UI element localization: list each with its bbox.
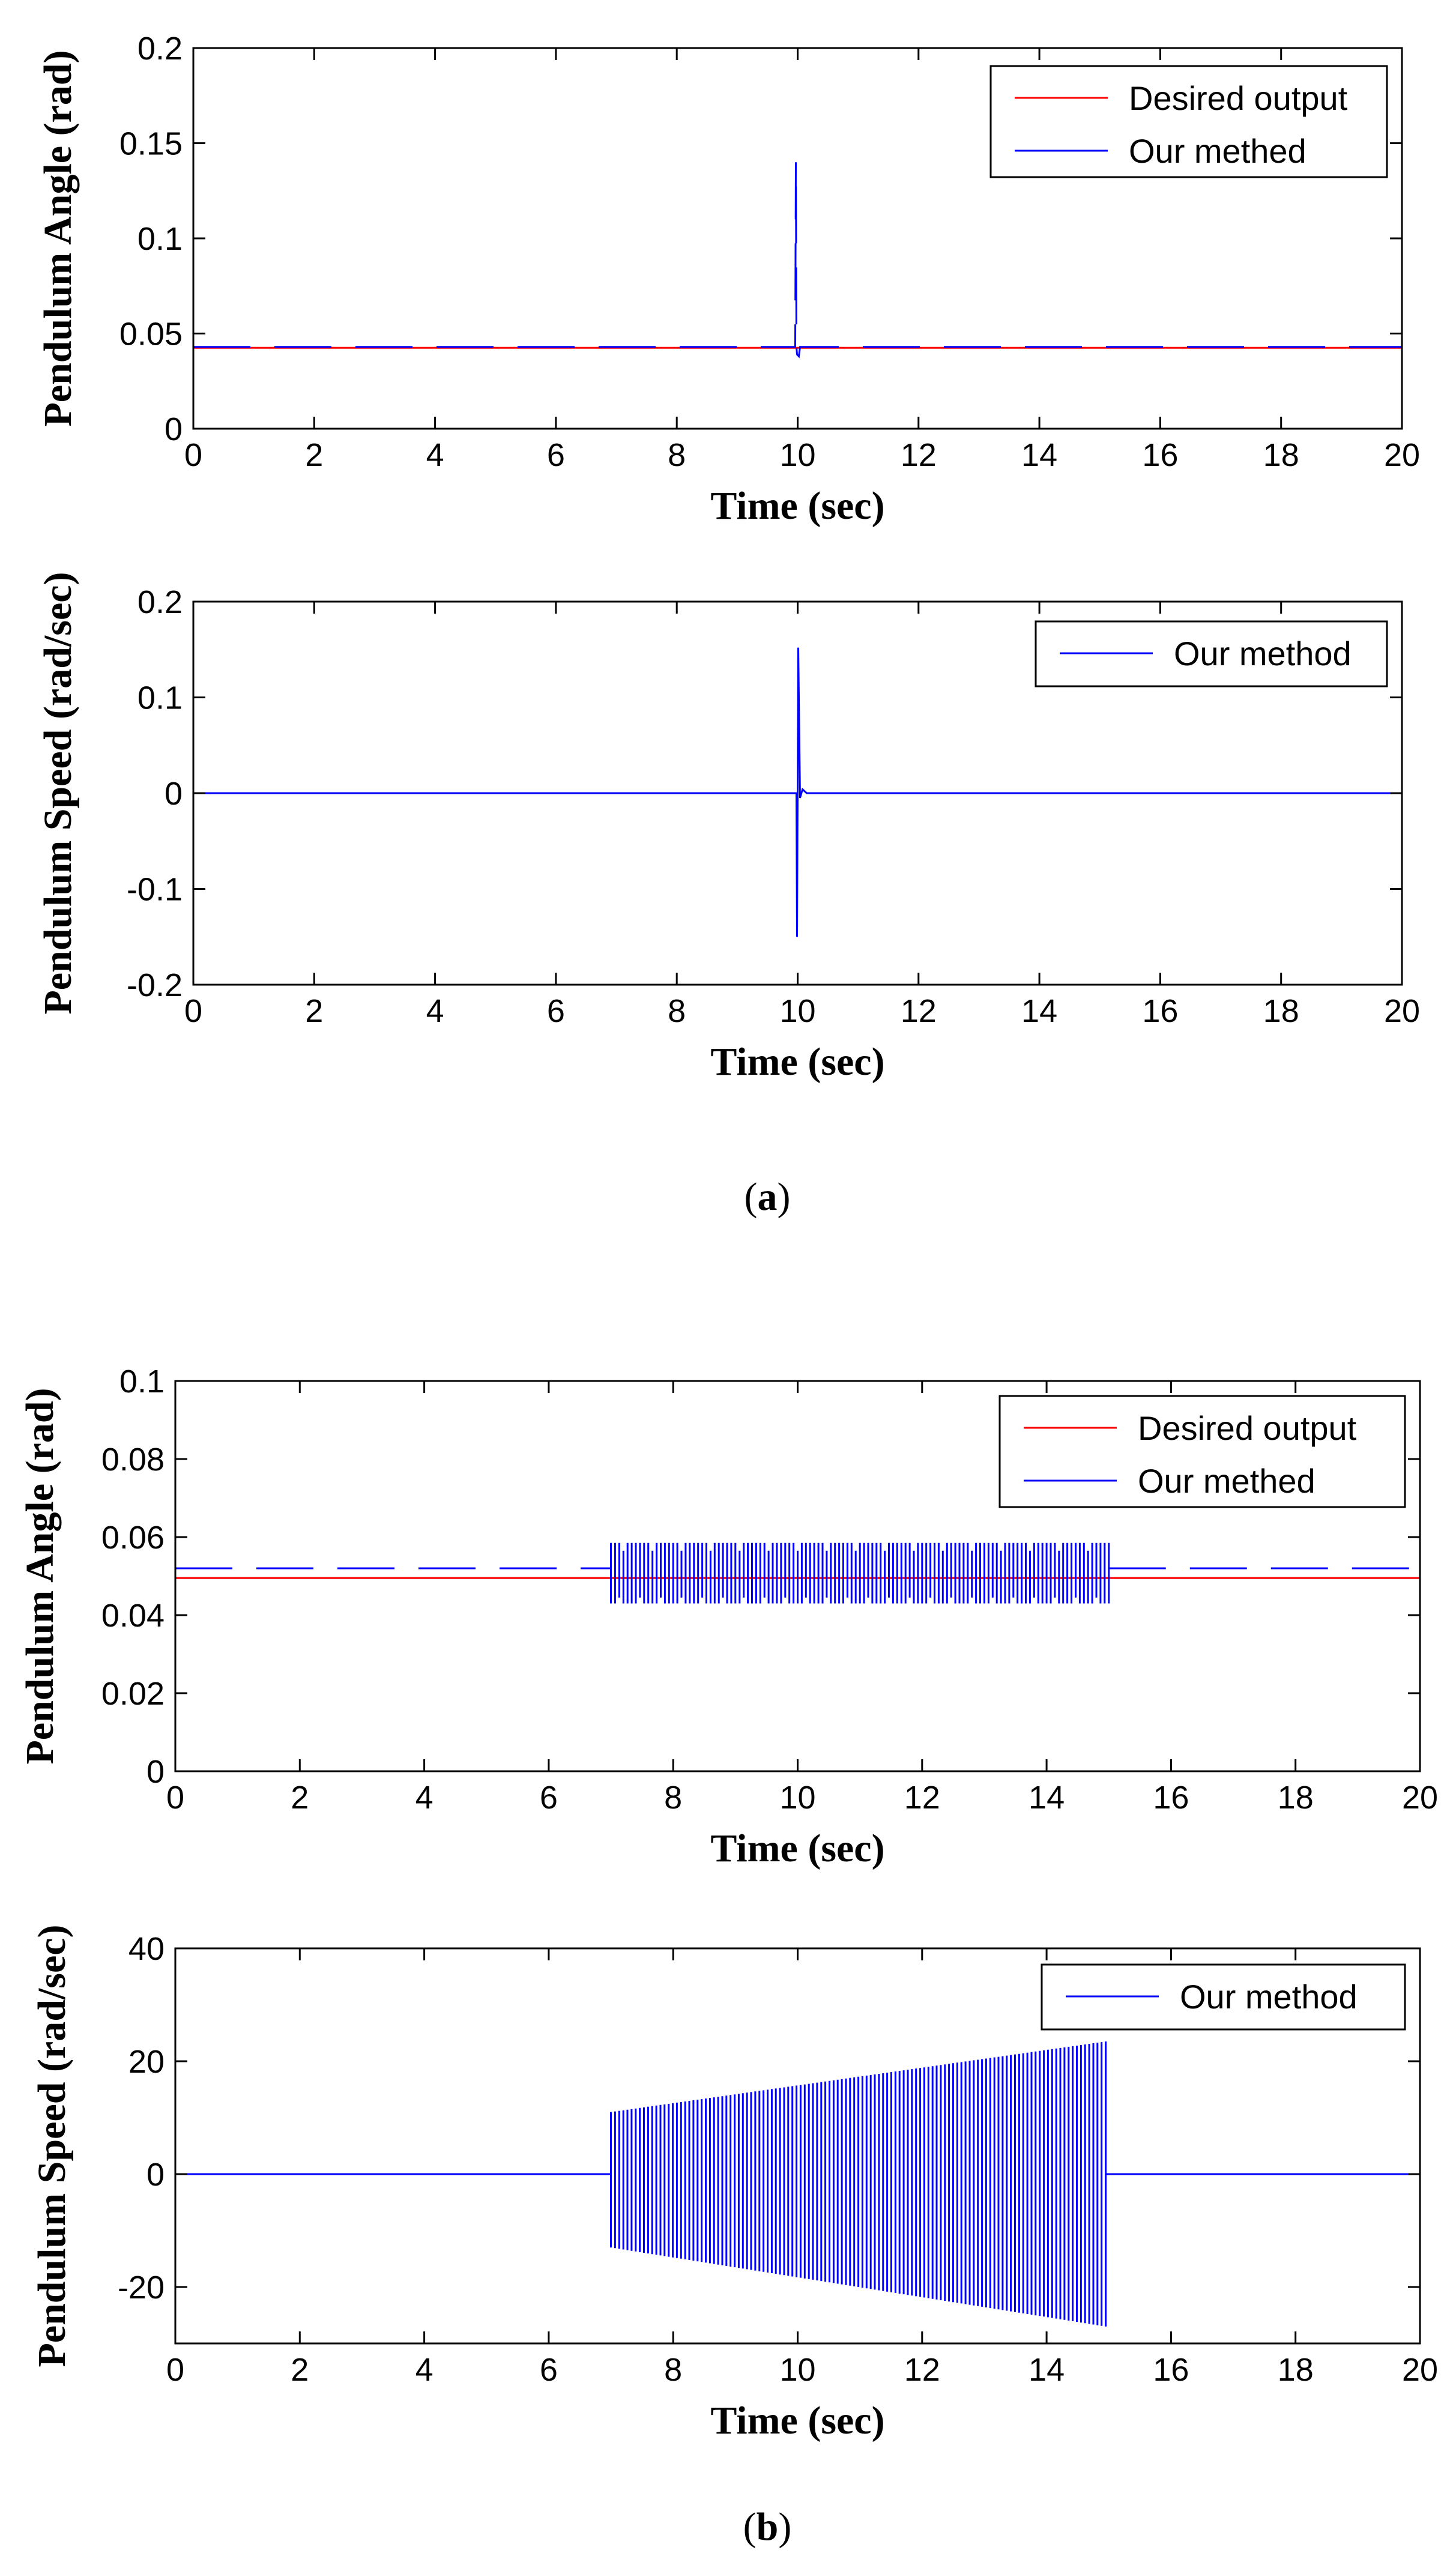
x-tick-label: 14 — [1021, 437, 1057, 473]
panel-b-speed-chart: 0 2 4 6 8 10 12 14 16 18 20 -20 0 20 40 Time (sec) Pendu… — [30, 1924, 1438, 2443]
y-tick-label: 40 — [128, 1931, 165, 1967]
y-tick-label: 0 — [165, 776, 183, 812]
plot-series — [175, 1542, 1420, 1604]
y-tick-label: 0.02 — [101, 1676, 165, 1712]
series-our-methed-oscillation — [610, 1542, 1110, 1604]
y-tick-label: 0.08 — [101, 1442, 165, 1478]
legend: Our method — [1035, 620, 1388, 687]
y-tick-label: 20 — [128, 2044, 165, 2080]
legend: Our method — [1041, 1963, 1406, 2031]
y-axis-title: Pendulum Speed (rad/sec) — [30, 1924, 74, 2367]
x-tick-label: 0 — [184, 993, 202, 1029]
x-tick-label: 12 — [901, 437, 937, 473]
series-our-method — [193, 647, 1402, 937]
x-tick-label: 6 — [540, 1780, 558, 1816]
x-tick-label: 6 — [547, 993, 565, 1029]
legend-box — [998, 1395, 1406, 1508]
x-tick-label: 4 — [426, 437, 444, 473]
panel-a-angle-chart: 0 2 4 6 8 10 12 14 16 18 20 0 0.05 0.1 0.15 0.2 Time (se… — [36, 31, 1420, 528]
x-tick-label: 20 — [1384, 437, 1420, 473]
x-tick-label: 4 — [415, 1780, 433, 1816]
caption-b: (b) — [743, 2505, 792, 2549]
x-tick-label: 0 — [166, 1780, 184, 1816]
x-tick-label: 2 — [305, 437, 323, 473]
legend-label: Desired output — [1138, 1409, 1357, 1447]
legend-label: Desired output — [1129, 79, 1348, 117]
y-tick-label: -20 — [118, 2270, 165, 2306]
plot-series — [193, 647, 1402, 937]
x-axis-title: Time (sec) — [710, 484, 884, 528]
legend-label: Our methed — [1129, 132, 1306, 170]
x-tick-label: 8 — [664, 1780, 682, 1816]
y-tick-label: 0.04 — [101, 1598, 165, 1634]
x-tick-label: 20 — [1402, 2352, 1438, 2388]
y-tick-label: 0 — [165, 411, 183, 447]
x-tick-label: 18 — [1278, 1780, 1314, 1816]
x-tick-label: 0 — [184, 437, 202, 473]
x-tick-label: 2 — [291, 1780, 309, 1816]
legend-box — [989, 65, 1388, 178]
x-tick-label: 4 — [426, 993, 444, 1029]
panel-b-angle-chart: 0 2 4 6 8 10 12 14 16 18 20 0 0.02 0.04 0.06 0.08 0.1 Tim… — [18, 1364, 1438, 1870]
y-tick-label: 0.06 — [101, 1520, 165, 1556]
y-tick-label: 0.2 — [137, 31, 183, 67]
x-tick-label: 18 — [1263, 993, 1299, 1029]
series-our-method-oscillation — [610, 2041, 1107, 2327]
y-tick-label: 0.1 — [137, 680, 183, 716]
x-tick-label: 2 — [305, 993, 323, 1029]
plot-series — [175, 2041, 1420, 2327]
legend: Desired output Our methed — [998, 1395, 1406, 1508]
x-tick-label: 12 — [901, 993, 937, 1029]
x-tick-label: 20 — [1402, 1780, 1438, 1816]
x-tick-label: 2 — [291, 2352, 309, 2388]
x-axis-title: Time (sec) — [710, 2399, 884, 2443]
x-tick-label: 18 — [1278, 2352, 1314, 2388]
x-tick-label: 14 — [1021, 993, 1057, 1029]
x-axis-title: Time (sec) — [710, 1826, 884, 1870]
y-tick-label: -0.1 — [127, 872, 183, 908]
x-tick-label: 16 — [1142, 437, 1178, 473]
y-tick-label: 0.1 — [137, 221, 183, 257]
x-tick-label: 10 — [779, 1780, 815, 1816]
y-tick-label: 0.05 — [119, 316, 183, 352]
y-tick-label: 0 — [147, 2157, 165, 2193]
y-tick-label: 0 — [147, 1754, 165, 1790]
x-axis-title: Time (sec) — [710, 1040, 884, 1084]
x-tick-label: 6 — [540, 2352, 558, 2388]
x-tick-label: 12 — [904, 2352, 940, 2388]
panel-a-speed-chart: 0 2 4 6 8 10 12 14 16 18 20 -0.2 -0.1 0 0.1 0.2 Time (se… — [36, 572, 1420, 1084]
x-tick-label: 12 — [904, 1780, 940, 1816]
x-tick-label: 10 — [779, 993, 815, 1029]
x-tick-label: 8 — [668, 437, 686, 473]
x-tick-label: 8 — [668, 993, 686, 1029]
y-tick-label: 0.2 — [137, 584, 183, 620]
x-tick-label: 16 — [1142, 993, 1178, 1029]
x-tick-label: 6 — [547, 437, 565, 473]
y-tick-label: 0.15 — [119, 126, 183, 162]
x-tick-label: 18 — [1263, 437, 1299, 473]
y-axis-title: Pendulum Speed (rad/sec) — [36, 572, 80, 1014]
x-tick-label: 10 — [779, 437, 815, 473]
x-tick-label: 14 — [1029, 1780, 1065, 1816]
x-tick-label: 10 — [779, 2352, 815, 2388]
series-our-methed — [193, 162, 1402, 358]
legend: Desired output Our methed — [989, 65, 1388, 178]
x-tick-label: 0 — [166, 2352, 184, 2388]
x-tick-label: 14 — [1029, 2352, 1065, 2388]
y-tick-label: -0.2 — [127, 967, 183, 1003]
x-tick-label: 16 — [1153, 1780, 1189, 1816]
legend-label: Our method — [1174, 635, 1352, 672]
y-axis-title: Pendulum Angle (rad) — [18, 1388, 62, 1764]
x-tick-label: 8 — [664, 2352, 682, 2388]
y-tick-label: 0.1 — [119, 1364, 165, 1400]
plot-series — [193, 162, 1402, 358]
x-tick-label: 4 — [415, 2352, 433, 2388]
x-tick-label: 16 — [1153, 2352, 1189, 2388]
legend-label: Our method — [1180, 1978, 1358, 2016]
caption-a: (a) — [745, 1175, 791, 1219]
y-axis-title: Pendulum Angle (rad) — [36, 50, 80, 426]
x-tick-label: 20 — [1384, 993, 1420, 1029]
legend-label: Our methed — [1138, 1462, 1316, 1500]
